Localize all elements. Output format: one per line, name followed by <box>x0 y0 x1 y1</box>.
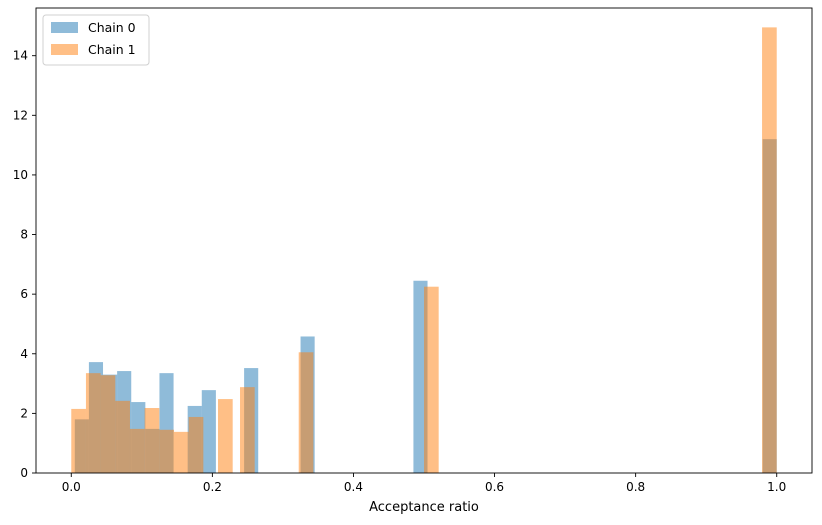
legend-swatch-chain-0 <box>51 22 78 33</box>
bar-chain-1-bin-4 <box>129 428 145 473</box>
legend-label-chain-1: Chain 1 <box>88 42 136 57</box>
y-tick-label: 2 <box>20 406 28 420</box>
plot-frame <box>35 7 813 474</box>
bars-layer <box>71 27 777 473</box>
bar-chain-1-bin-9 <box>218 399 233 473</box>
bar-chain-0-bin-8 <box>201 390 216 473</box>
x-axis-label: Acceptance ratio <box>369 500 479 515</box>
x-tick-label: 0.0 <box>62 480 81 494</box>
bar-chain-1-bin-0 <box>71 408 86 473</box>
bar-chain-1-bin-11 <box>298 352 314 473</box>
y-tick-label: 14 <box>13 49 28 63</box>
y-tick-label: 12 <box>13 108 28 122</box>
y-tick-label: 6 <box>20 287 28 301</box>
legend: Chain 0 Chain 1 <box>42 14 150 66</box>
y-tick-label: 8 <box>20 228 28 242</box>
bar-chain-1-bin-10 <box>240 387 255 473</box>
legend-swatch-chain-1 <box>51 44 78 55</box>
bar-chain-1-bin-6 <box>159 429 174 473</box>
bar-chain-1-bin-7 <box>173 431 189 473</box>
x-tick-label: 0.6 <box>485 480 504 494</box>
x-tick-label: 0.2 <box>203 480 222 494</box>
bar-chain-1-bin-13 <box>762 27 777 473</box>
y-tick-label: 4 <box>20 347 28 361</box>
x-tick-label: 0.8 <box>626 480 645 494</box>
x-tick-label: 0.4 <box>344 480 363 494</box>
bar-chain-1-bin-2 <box>100 375 116 473</box>
x-tick-label: 1.0 <box>767 480 786 494</box>
y-tick-label: 0 <box>20 466 28 480</box>
x-axis: 0.0 0.2 0.4 0.6 0.8 1.0 <box>62 473 786 494</box>
bar-chain-1-bin-5 <box>144 408 160 473</box>
bar-chain-1-bin-1 <box>85 373 101 473</box>
bar-chain-1-bin-8 <box>188 416 204 473</box>
bar-chain-1-bin-3 <box>115 400 130 473</box>
y-axis: 0 2 4 6 8 10 12 14 <box>13 49 36 480</box>
legend-label-chain-0: Chain 0 <box>88 20 136 35</box>
y-tick-label: 10 <box>13 168 28 182</box>
bar-chain-1-bin-12 <box>424 286 439 473</box>
